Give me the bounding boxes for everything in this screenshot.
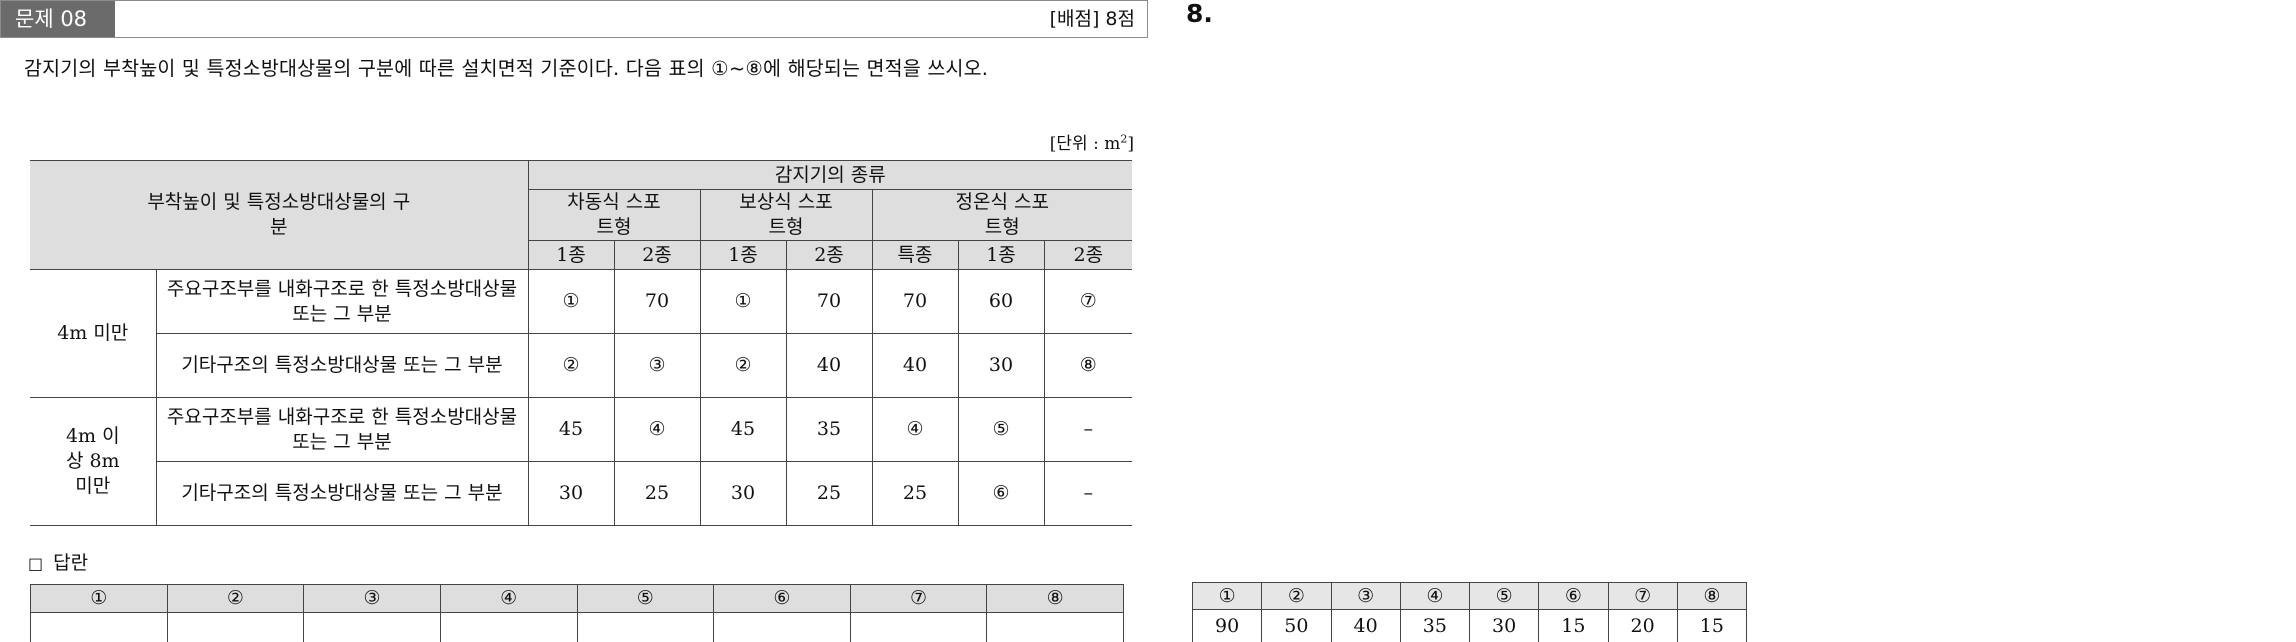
cell-value: 25 — [785, 461, 873, 526]
subcol: 2종 — [613, 240, 701, 270]
answer-header: ④ — [439, 584, 578, 613]
answer-cell[interactable] — [713, 612, 851, 642]
table-row: 4m 미만 주요구조부를 내화구조로 한 특정소방대상물 또는 그 부분 ① 7… — [30, 269, 1133, 398]
answer-header: ⑧ — [986, 584, 1124, 613]
row-description: 주요구조부를 내화구조로 한 특정소방대상물 또는 그 부분 — [155, 397, 529, 462]
cell-value: 40 — [785, 333, 873, 398]
height-group-label: 4m 이상 8m 미만 — [30, 397, 157, 526]
answer-cell[interactable] — [439, 612, 578, 642]
row-description: 기타구조의 특정소방대상물 또는 그 부분 — [155, 333, 529, 398]
group-compensation: 보상식 스포트형 — [699, 189, 873, 241]
cell-value: 60 — [957, 269, 1045, 334]
answer-header: ⑦ — [849, 584, 988, 613]
cell-value: ② — [527, 333, 615, 398]
answer-cell[interactable] — [303, 612, 441, 642]
row-description: 주요구조부를 내화구조로 한 특정소방대상물 또는 그 부분 — [155, 269, 529, 334]
cell-value: ③ — [613, 333, 701, 398]
cell-value: 25 — [613, 461, 701, 526]
height-group-label: 4m 미만 — [30, 269, 157, 398]
cell-value: ⑧ — [1043, 333, 1133, 398]
question-header: 문제 08 [배점] 8점 — [0, 0, 1148, 38]
solution-value: 15 — [1538, 609, 1609, 642]
solution-header: ③ — [1330, 582, 1401, 610]
solution-value: 20 — [1607, 609, 1678, 642]
cell-value: 30 — [699, 461, 787, 526]
solution-value: 30 — [1468, 609, 1540, 642]
solution-value: 40 — [1330, 609, 1401, 642]
cell-value: ⑥ — [957, 461, 1045, 526]
solution-header: ⑦ — [1607, 582, 1678, 610]
subcol: 2종 — [785, 240, 873, 270]
cell-value: ① — [699, 269, 787, 334]
solution-header: ⑤ — [1468, 582, 1540, 610]
subcol: 1종 — [527, 240, 615, 270]
cell-value: ⑤ — [957, 397, 1045, 462]
answer-header: ② — [166, 584, 305, 613]
cell-value: 40 — [871, 333, 959, 398]
answer-label-text: 답란 — [53, 552, 89, 574]
header-attachment-height: 부착높이 및 특정소방대상물의 구분 — [30, 160, 529, 270]
cell-value: 25 — [871, 461, 959, 526]
score-label: [배점] 8점 — [1049, 8, 1135, 30]
cell-value: ④ — [871, 397, 959, 462]
solution-number: 8. — [1186, 0, 1213, 28]
cell-value: 35 — [785, 397, 873, 462]
cell-value: ① — [527, 269, 615, 334]
cell-value: ② — [699, 333, 787, 398]
answer-header: ⑤ — [576, 584, 715, 613]
solution-value: 90 — [1191, 609, 1263, 642]
area-criteria-table: 부착높이 및 특정소방대상물의 구분 감지기의 종류 차동식 스포트형 보상식 … — [30, 160, 1133, 526]
group-fixed-temperature: 정온식 스포트형 — [871, 189, 1133, 241]
header-detector-type: 감지기의 종류 — [527, 160, 1133, 190]
solution-value: 50 — [1261, 609, 1332, 642]
unit-label: [단위 : m2] — [1049, 132, 1134, 154]
solution-value: 15 — [1676, 609, 1748, 642]
cell-value: 30 — [957, 333, 1045, 398]
cell-value: ⑦ — [1043, 269, 1133, 334]
subcol: 2종 — [1043, 240, 1133, 270]
subcol: 1종 — [699, 240, 787, 270]
question-number: 문제 08 — [1, 1, 115, 37]
solution-header: ① — [1191, 582, 1263, 610]
answer-cell[interactable] — [166, 612, 305, 642]
row-description: 기타구조의 특정소방대상물 또는 그 부분 — [155, 461, 529, 526]
solution-header: ⑧ — [1676, 582, 1748, 610]
cell-value: 45 — [699, 397, 787, 462]
solution-header: ④ — [1399, 582, 1471, 610]
solution-header: ② — [1261, 582, 1332, 610]
cell-value: – — [1043, 397, 1133, 462]
answer-header: ⑥ — [713, 584, 851, 613]
header-left-label: 부착높이 및 특정소방대상물의 구분 — [147, 191, 411, 238]
answer-header: ③ — [303, 584, 441, 613]
question-text: 감지기의 부착높이 및 특정소방대상물의 구분에 따른 설치면적 기준이다. 다… — [24, 57, 989, 80]
checkbox-marker-icon: □ — [28, 554, 44, 573]
subcol: 1종 — [957, 240, 1045, 270]
answer-cell[interactable] — [30, 612, 168, 642]
group-differential: 차동식 스포트형 — [527, 189, 701, 241]
table-row: 기타구조의 특정소방대상물 또는 그 부분 30 25 30 25 25 ⑥ – — [30, 461, 1133, 526]
cell-value: – — [1043, 461, 1133, 526]
solution-value: 35 — [1399, 609, 1471, 642]
cell-value: 30 — [527, 461, 615, 526]
answer-header: ① — [30, 584, 168, 613]
cell-value: 45 — [527, 397, 615, 462]
cell-value: ④ — [613, 397, 701, 462]
solution-header: ⑥ — [1538, 582, 1609, 610]
answer-table: ① ② ③ ④ ⑤ ⑥ ⑦ ⑧ — [30, 584, 1124, 642]
answer-cell[interactable] — [576, 612, 715, 642]
answer-cell[interactable] — [986, 612, 1124, 642]
table-row: 4m 이상 8m 미만 주요구조부를 내화구조로 한 특정소방대상물 또는 그 … — [30, 397, 1133, 526]
cell-value: 70 — [871, 269, 959, 334]
table-row: 기타구조의 특정소방대상물 또는 그 부분 ② ③ ② 40 40 30 ⑧ — [30, 333, 1133, 398]
cell-value: 70 — [785, 269, 873, 334]
answer-cell[interactable] — [849, 612, 988, 642]
cell-value: 70 — [613, 269, 701, 334]
solution-table: ① ② ③ ④ ⑤ ⑥ ⑦ ⑧ 90 50 40 35 30 15 20 15 — [1191, 582, 1748, 642]
subcol: 특종 — [871, 240, 959, 270]
answer-section-label: □ 답란 — [28, 548, 88, 575]
